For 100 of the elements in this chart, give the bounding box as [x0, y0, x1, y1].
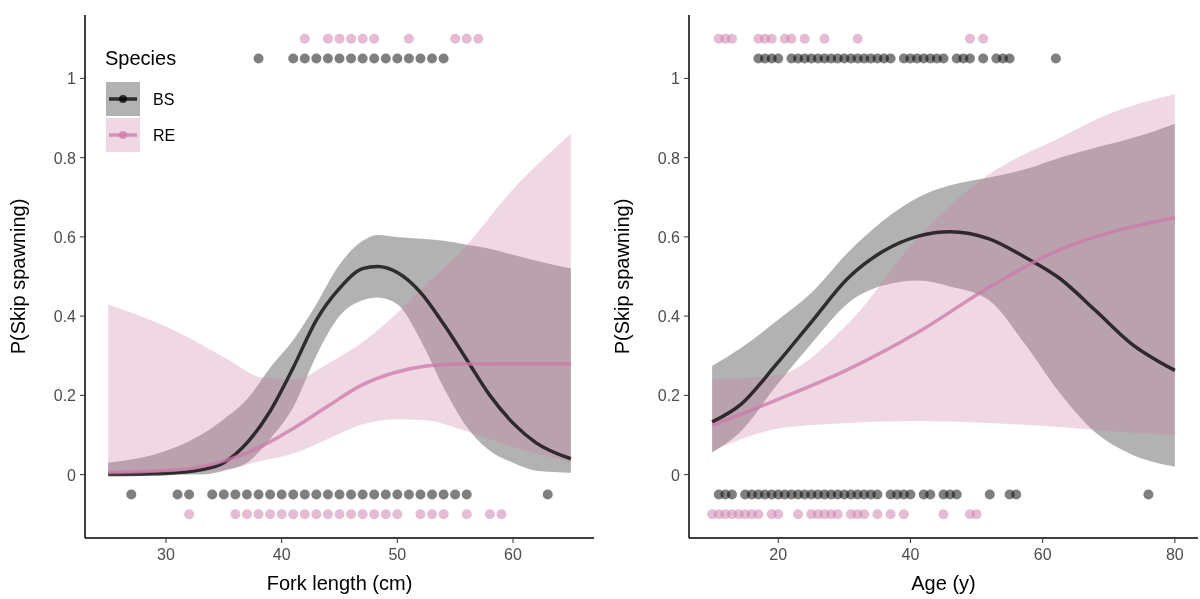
point	[322, 53, 333, 64]
point	[299, 53, 310, 64]
point	[773, 509, 784, 520]
point	[311, 509, 322, 520]
point	[265, 509, 276, 520]
point	[403, 53, 414, 64]
point	[346, 509, 357, 520]
point	[403, 33, 414, 44]
point	[951, 489, 962, 500]
point	[885, 509, 896, 520]
x-tick-label: 60	[1033, 546, 1052, 563]
y-tick-label: 0.6	[53, 228, 77, 246]
point	[357, 33, 368, 44]
point	[484, 509, 495, 520]
point	[322, 509, 333, 520]
point	[357, 53, 368, 64]
point	[230, 509, 241, 520]
point	[288, 509, 299, 520]
point	[253, 53, 264, 64]
point	[346, 53, 357, 64]
point	[726, 489, 737, 500]
point	[299, 33, 310, 44]
point	[726, 33, 737, 44]
point	[218, 489, 229, 500]
point	[793, 509, 804, 520]
point	[392, 509, 403, 520]
point	[427, 53, 438, 64]
point	[311, 489, 322, 500]
point	[438, 53, 449, 64]
line-series	[106, 361, 573, 475]
point	[230, 489, 241, 500]
point	[299, 509, 310, 520]
point	[276, 489, 287, 500]
x-tick-label: 60	[504, 546, 523, 563]
point	[380, 509, 391, 520]
point	[1143, 489, 1154, 500]
x-tick-label: 80	[1165, 546, 1184, 563]
point	[773, 53, 784, 64]
point	[415, 53, 426, 64]
y-tick-label: 0	[671, 466, 681, 484]
point	[369, 33, 380, 44]
point	[885, 53, 896, 64]
y-axis-title: P(Skip spawning)	[7, 198, 29, 355]
point	[938, 509, 949, 520]
point	[1011, 489, 1022, 500]
point	[380, 489, 391, 500]
point	[872, 489, 883, 500]
point	[799, 33, 810, 44]
point	[322, 33, 333, 44]
point	[126, 489, 137, 500]
point	[938, 53, 949, 64]
point	[253, 489, 264, 500]
point	[859, 509, 870, 520]
point	[265, 489, 276, 500]
point	[369, 489, 380, 500]
point	[322, 489, 333, 500]
point	[184, 489, 195, 500]
point	[1050, 53, 1061, 64]
point	[276, 509, 287, 520]
x-tick-label: 50	[388, 546, 407, 563]
point	[334, 489, 345, 500]
point	[542, 489, 553, 500]
point	[184, 509, 195, 520]
y-tick-label: 1	[671, 70, 681, 88]
y-axis-title: P(Skip spawning)	[611, 198, 633, 355]
point	[369, 509, 380, 520]
x-tick-label: 40	[901, 546, 920, 563]
y-tick-label: 0.6	[657, 228, 681, 246]
point	[357, 509, 368, 520]
point	[786, 33, 797, 44]
point	[872, 509, 883, 520]
point	[461, 509, 472, 520]
point	[753, 509, 764, 520]
point	[207, 489, 218, 500]
point	[819, 33, 830, 44]
point	[427, 509, 438, 520]
point	[380, 53, 391, 64]
point	[964, 53, 975, 64]
point	[496, 509, 507, 520]
point	[925, 489, 936, 500]
point	[905, 489, 916, 500]
point	[241, 489, 252, 500]
x-tick-label: 40	[272, 546, 291, 563]
y-tick-label: 0.8	[53, 149, 77, 167]
point	[438, 489, 449, 500]
x-axis-title: Age (y)	[911, 572, 976, 594]
y-tick-label: 1	[67, 70, 77, 88]
y-tick-label: 0.8	[657, 149, 681, 167]
point	[299, 489, 310, 500]
point	[438, 509, 449, 520]
point	[461, 489, 472, 500]
point	[766, 33, 777, 44]
y-tick-label: 0.4	[53, 308, 77, 326]
point	[971, 509, 982, 520]
point	[392, 489, 403, 500]
x-axis-title: Fork length (cm)	[266, 572, 413, 594]
point	[346, 489, 357, 500]
y-tick-label: 0.4	[657, 308, 681, 326]
point	[334, 53, 345, 64]
point	[1004, 53, 1015, 64]
